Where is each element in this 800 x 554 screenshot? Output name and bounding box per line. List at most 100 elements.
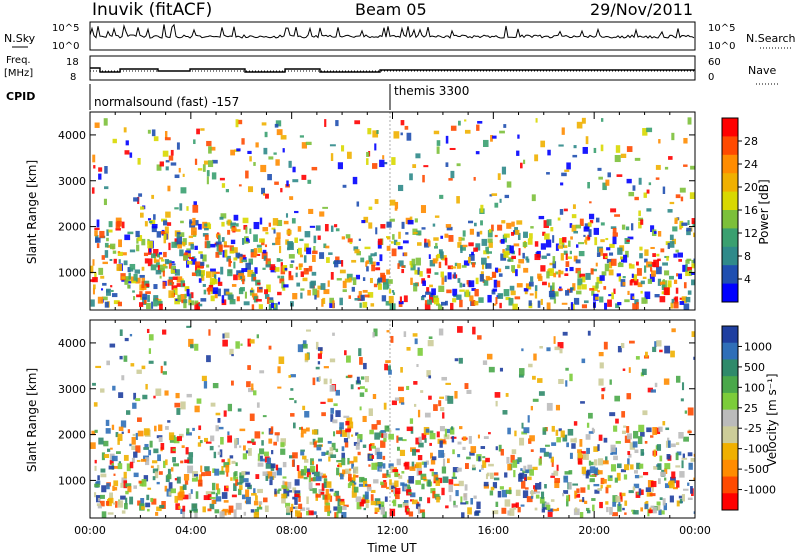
echo-cell: [335, 256, 340, 263]
echo-cell: [125, 497, 128, 505]
echo-cell: [634, 157, 641, 161]
echo-cell: [446, 458, 450, 464]
echo-cell: [459, 282, 463, 288]
echo-cell: [546, 302, 551, 310]
echo-cell: [445, 162, 449, 167]
echo-cell: [517, 457, 522, 463]
echo-cell: [276, 219, 283, 227]
echo-cell: [605, 456, 608, 464]
echo-cell: [611, 292, 614, 300]
echo-cell: [525, 469, 530, 474]
echo-cell: [122, 252, 127, 256]
echo-cell: [529, 469, 534, 476]
echo-cell: [265, 474, 269, 481]
echo-cell: [180, 460, 184, 464]
echo-cell: [384, 363, 388, 371]
echo-cell: [458, 120, 461, 126]
echo-cell: [353, 474, 356, 481]
echo-cell: [277, 366, 281, 374]
echo-cell: [306, 247, 312, 255]
echo-cell: [588, 431, 594, 434]
echo-cell: [677, 252, 683, 258]
echo-cell: [261, 440, 264, 446]
echo-cell: [360, 376, 365, 380]
echo-cell: [467, 256, 471, 264]
echo-cell: [247, 484, 252, 490]
echo-cell: [351, 434, 354, 437]
echo-cell: [614, 214, 621, 217]
echo-cell: [564, 273, 569, 277]
echo-cell: [196, 303, 199, 310]
echo-cell: [155, 511, 159, 516]
echo-cell: [212, 159, 218, 164]
echo-cell: [240, 254, 246, 258]
echo-cell: [110, 447, 113, 450]
echo-cell: [175, 503, 180, 510]
echo-cell: [456, 263, 462, 269]
echo-cell: [366, 486, 372, 492]
echo-cell: [493, 477, 500, 481]
echo-cell: [181, 445, 185, 449]
echo-cell: [134, 269, 141, 274]
echo-cell: [633, 483, 640, 489]
echo-cell: [665, 440, 670, 448]
echo-cell: [108, 221, 113, 228]
echo-cell: [676, 451, 682, 456]
x-axis-label: Time UT: [366, 541, 417, 554]
echo-cell: [473, 495, 477, 499]
colorbar-segment: [722, 459, 738, 478]
echo-cell: [598, 434, 603, 441]
echo-cell: [506, 222, 512, 229]
echo-cell: [126, 410, 131, 415]
echo-cell: [347, 483, 351, 489]
colorbar-segment: [722, 409, 738, 427]
echo-cell: [548, 290, 555, 298]
echo-cell: [586, 469, 591, 476]
echo-cell: [557, 217, 561, 221]
echo-cell: [488, 432, 491, 435]
echo-cell: [491, 289, 496, 295]
echo-cell: [274, 267, 280, 272]
echo-cell: [511, 221, 515, 227]
echo-cell: [327, 280, 330, 287]
echo-cell: [528, 281, 534, 287]
echo-cell: [498, 273, 503, 277]
freq-trace: [90, 67, 695, 73]
echo-cell: [448, 485, 453, 493]
echo-cell: [501, 166, 507, 175]
echo-cell: [194, 405, 200, 413]
echo-cell: [109, 259, 113, 262]
echo-cell: [178, 505, 181, 509]
echo-cell: [563, 490, 569, 494]
echo-cell: [519, 437, 525, 446]
echo-cell: [386, 269, 391, 275]
echo-cell: [554, 481, 560, 489]
echo-cell: [409, 260, 412, 266]
echo-cell: [100, 288, 104, 291]
echo-cell: [570, 438, 576, 443]
echo-cell: [640, 290, 643, 294]
echo-cell: [593, 483, 600, 487]
echo-cell: [685, 264, 688, 272]
echo-cell: [163, 460, 166, 469]
echo-cell: [485, 263, 492, 269]
echo-cell: [570, 302, 574, 310]
echo-cell: [420, 205, 427, 214]
echo-cell: [191, 272, 197, 277]
echo-cell: [685, 296, 691, 303]
echo-cell: [257, 247, 263, 253]
echo-cell: [636, 492, 640, 495]
echo-cell: [401, 268, 405, 274]
echo-cell: [186, 393, 192, 398]
echo-cell: [439, 440, 443, 448]
echo-cell: [643, 471, 649, 476]
echo-cell: [539, 481, 542, 490]
echo-cell: [266, 284, 271, 293]
echo-cell: [158, 436, 163, 443]
echo-cell: [624, 500, 628, 506]
echo-cell: [280, 135, 287, 140]
echo-cell: [600, 118, 604, 122]
echo-cell: [250, 249, 255, 253]
echo-cell: [197, 168, 203, 171]
echo-cell: [147, 294, 150, 302]
